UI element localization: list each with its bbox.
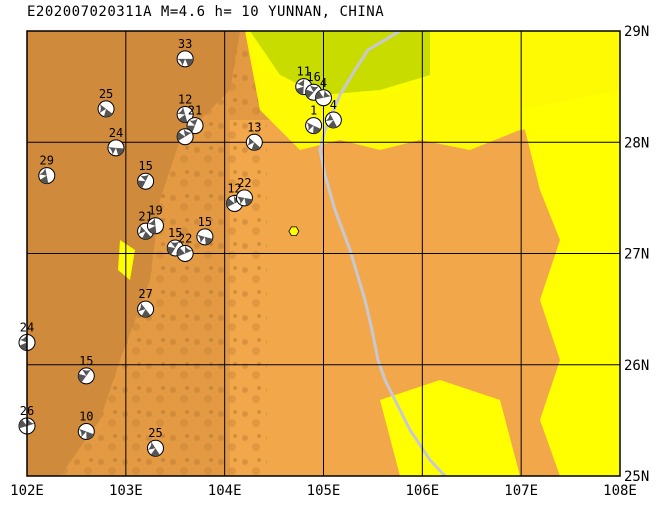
- focal-mechanism-beachball: [176, 105, 194, 123]
- lon-tick-label: 105E: [307, 483, 341, 499]
- event-depth-label: 24: [109, 126, 123, 140]
- focal-mechanism-beachball: [77, 367, 95, 385]
- lon-tick-label: 106E: [405, 483, 439, 499]
- map-title: E202007020311A M=4.6 h= 10 YUNNAN, CHINA: [27, 4, 385, 20]
- focal-mechanism-beachball: [324, 111, 342, 129]
- focal-mechanism-beachball: [137, 172, 155, 190]
- event-depth-label: 22: [237, 176, 251, 190]
- focal-mechanism-beachball: [97, 100, 115, 118]
- event-depth-label: 15: [79, 354, 93, 368]
- event-depth-label: 19: [148, 204, 162, 218]
- focal-mechanism-beachball: [107, 139, 125, 157]
- event-depth-label: 21: [188, 104, 202, 118]
- event-depth-label: 15: [168, 226, 182, 240]
- event-depth-label: 15: [138, 159, 152, 173]
- event-depth-label: 10: [79, 410, 93, 424]
- event-depth-label: 21: [138, 209, 152, 223]
- focal-mechanism-beachball: [38, 167, 56, 185]
- event-depth-label: 29: [40, 154, 54, 168]
- event-depth-label: 25: [148, 426, 162, 440]
- event-depth-label: 33: [178, 37, 192, 51]
- focal-mechanism-beachball: [146, 439, 164, 457]
- event-depth-label: 15: [198, 215, 212, 229]
- event-depth-label: 12: [227, 181, 241, 195]
- lat-tick-label: 26N: [624, 358, 649, 374]
- focal-mechanism-beachball: [176, 245, 194, 262]
- focal-mechanism-beachball: [176, 128, 194, 146]
- map-frame: [26, 30, 621, 477]
- focal-mechanism-beachball: [235, 189, 253, 207]
- focal-mechanism-beachball: [196, 228, 214, 246]
- event-depth-label: 16: [306, 70, 320, 84]
- lat-tick-label: 27N: [624, 247, 649, 263]
- event-depth-label: 4: [320, 76, 327, 90]
- focal-mechanism-beachball: [146, 217, 164, 235]
- lon-tick-label: 103E: [109, 483, 143, 499]
- focal-mechanism-beachball: [77, 423, 95, 440]
- event-depth-label: 27: [138, 287, 152, 301]
- event-depth-label: 11: [297, 65, 311, 79]
- lat-tick-label: 28N: [624, 135, 649, 151]
- lon-tick-label: 107E: [504, 483, 538, 499]
- lon-tick-label: 108E: [603, 483, 637, 499]
- focal-mechanism-beachball: [295, 78, 313, 96]
- event-depth-label: 13: [247, 120, 261, 134]
- event-depth-label: 25: [99, 87, 113, 101]
- lat-tick-label: 25N: [624, 469, 649, 485]
- lon-tick-label: 102E: [10, 483, 44, 499]
- lon-tick-label: 104E: [208, 483, 242, 499]
- focal-mechanism-beachball: [137, 300, 155, 318]
- event-depth-label: 22: [178, 232, 192, 246]
- epicenter-marker: [288, 226, 300, 237]
- focal-mechanism-beachball: [245, 133, 263, 151]
- event-depth-label: 1: [310, 104, 317, 118]
- event-depth-label: 4: [330, 98, 337, 112]
- focal-mechanism-beachball: [186, 117, 204, 135]
- event-depth-label: 12: [178, 92, 192, 106]
- lat-tick-label: 29N: [624, 24, 649, 40]
- focal-mechanism-beachball: [315, 89, 332, 107]
- focal-mechanism-beachball: [176, 50, 194, 68]
- focal-mechanism-beachball: [305, 117, 323, 135]
